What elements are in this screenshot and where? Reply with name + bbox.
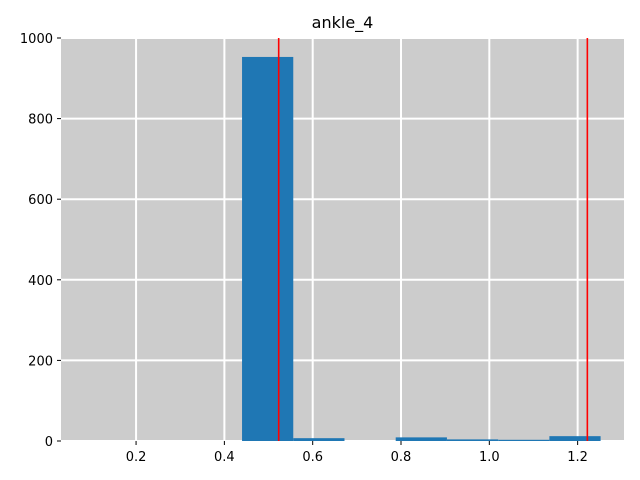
x-tick-label: 0.8 <box>391 450 412 465</box>
y-axis-ticks: 0 200 400 600 800 1000 <box>20 32 61 450</box>
grid-lines <box>61 37 624 442</box>
y-tick-label: 1000 <box>20 32 53 47</box>
x-tick-label: 0.6 <box>302 450 323 465</box>
x-tick-label: 1.2 <box>567 450 588 465</box>
y-tick-label: 200 <box>28 354 53 369</box>
histogram-bar <box>498 439 550 441</box>
plot-area <box>61 38 624 441</box>
x-tick-label: 1.0 <box>479 450 500 465</box>
y-tick-label: 600 <box>28 193 53 208</box>
histogram-bar <box>549 436 601 441</box>
histogram-bar <box>242 56 294 441</box>
x-tick-label: 0.4 <box>214 450 235 465</box>
histogram-bars <box>242 56 601 441</box>
histogram-bar <box>446 439 499 441</box>
chart-title: ankle_4 <box>312 13 374 33</box>
y-tick-label: 400 <box>28 274 53 289</box>
histogram-bar <box>395 437 447 441</box>
histogram-bar <box>293 438 345 441</box>
x-tick-label: 0.2 <box>126 450 147 465</box>
y-tick-label: 0 <box>45 435 53 450</box>
x-axis-ticks: 0.2 0.4 0.6 0.8 1.0 1.2 <box>126 441 588 465</box>
reference-lines <box>277 38 589 441</box>
y-tick-label: 800 <box>28 113 53 128</box>
